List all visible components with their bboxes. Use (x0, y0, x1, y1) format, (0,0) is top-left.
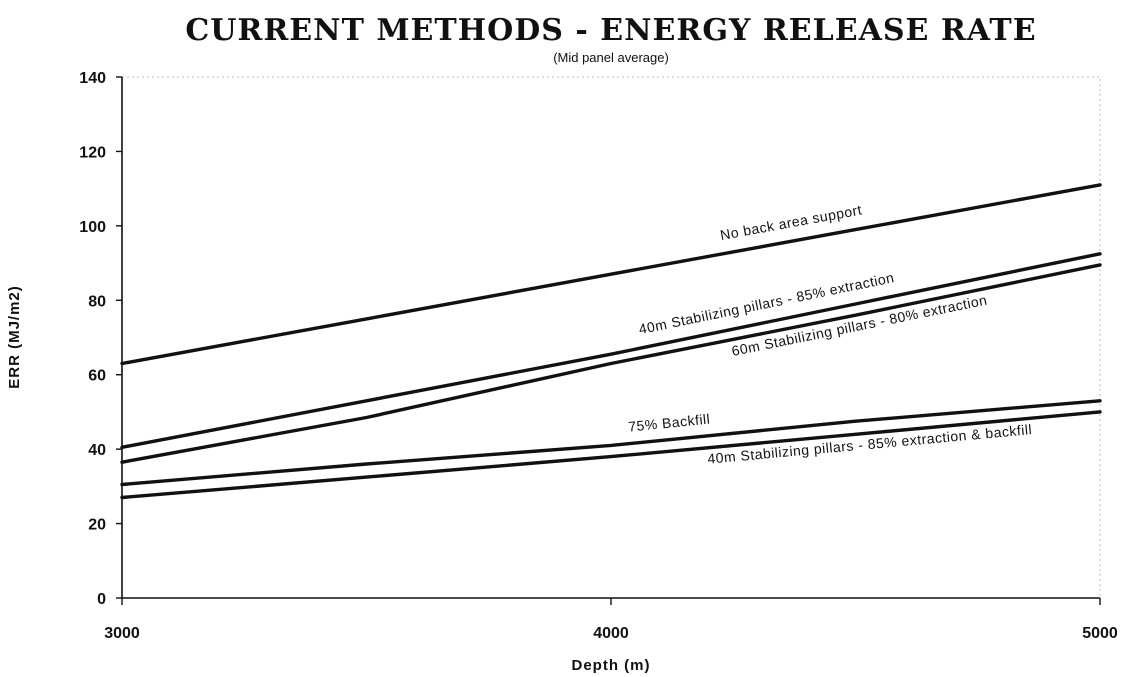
series-line (120, 183, 1102, 366)
x-axis-title: Depth (m) (572, 657, 651, 674)
chart-title: CURRENT METHODS - ENERGY RELEASE RATE (185, 13, 1036, 48)
y-tick-label: 140 (79, 70, 106, 87)
series-line (120, 410, 1102, 500)
y-tick-label: 100 (79, 219, 106, 236)
series-label: 75% Backfill (627, 411, 710, 435)
y-tick-label: 60 (88, 368, 106, 385)
x-axis-ticks: 3000 4000 5000 (104, 598, 1118, 642)
series-line (120, 263, 1102, 464)
series-line (120, 399, 1102, 487)
x-tick-label: 3000 (104, 625, 140, 642)
y-axis-ticks: 0 20 40 60 80 100 120 140 (79, 70, 122, 608)
series-group (120, 183, 1102, 500)
x-tick-label: 4000 (593, 625, 629, 642)
y-axis-title: ERR (MJ/m2) (6, 285, 23, 389)
series-label: No back area support (719, 201, 863, 243)
x-tick-label: 5000 (1082, 625, 1118, 642)
y-tick-label: 40 (88, 442, 106, 459)
y-tick-label: 120 (79, 144, 106, 161)
series-line (120, 252, 1102, 449)
y-tick-label: 0 (97, 591, 106, 608)
y-tick-label: 20 (88, 517, 106, 534)
y-tick-label: 80 (88, 293, 106, 310)
chart-subtitle: (Mid panel average) (553, 50, 669, 65)
